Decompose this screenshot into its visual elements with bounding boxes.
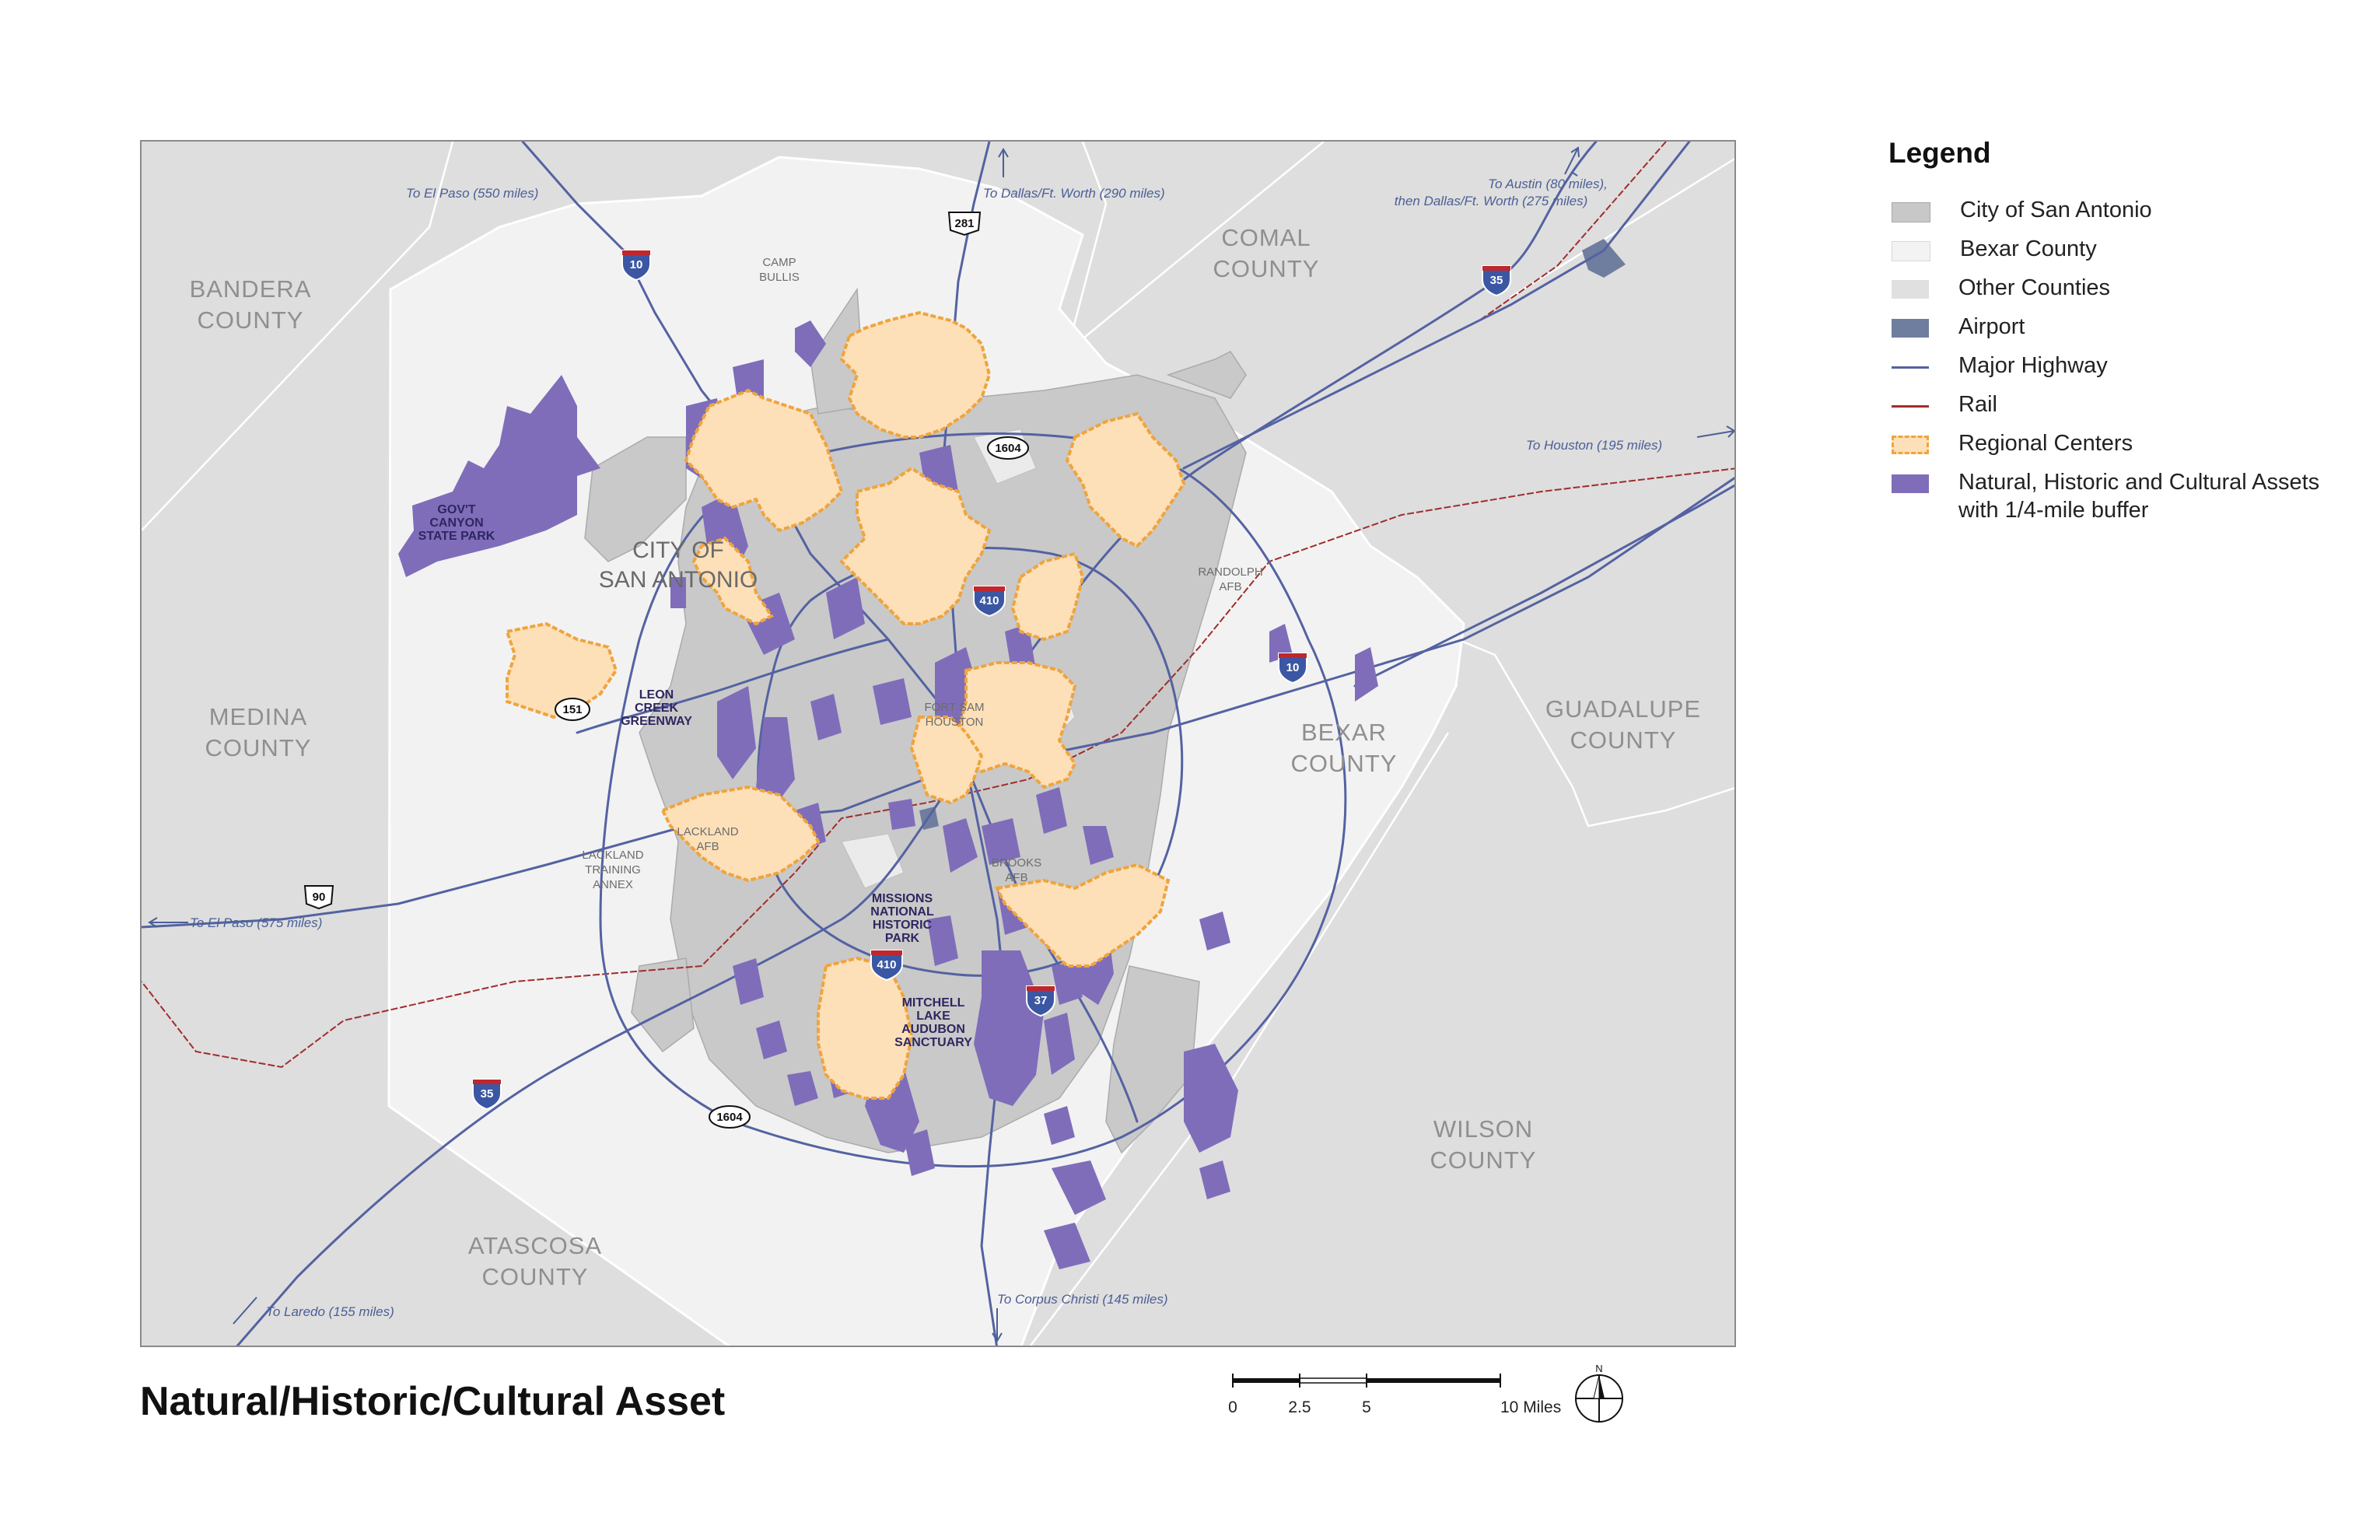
scale-tick-2-5: 2.5: [1288, 1398, 1311, 1416]
legend-label-assets-line1: Natural, Historic and Cultural Assets: [1958, 470, 2320, 495]
major-highways: [142, 142, 1734, 1346]
legend-item-airport: Airport: [1888, 313, 2371, 341]
map-frame[interactable]: BANDERA COUNTY MEDINA COUNTY COMAL COUNTY G…: [140, 140, 1736, 1347]
legend-item-other: Other Counties: [1888, 274, 2371, 302]
svg-text:37: 37: [1034, 994, 1048, 1007]
map-title: Natural/Historic/Cultural Asset: [140, 1379, 726, 1424]
bexar-swatch: [1892, 241, 1930, 261]
scale-tick-0: 0: [1228, 1398, 1237, 1416]
regional-centers: [505, 310, 1186, 1100]
legend-label-other: Other Counties: [1958, 275, 2111, 300]
to-austin-label-2: then Dallas/Ft. Worth (275 miles): [1395, 194, 1587, 208]
legend-label-airport: Airport: [1958, 314, 2025, 339]
highway-line-icon: [1892, 358, 1929, 376]
to-dallas-label: To Dallas/Ft. Worth (290 miles): [983, 186, 1165, 201]
to-houston-label: To Houston (195 miles): [1526, 438, 1662, 453]
svg-text:410: 410: [979, 594, 999, 607]
svg-text:1604: 1604: [995, 442, 1021, 455]
atascosa-county-label: ATASCOSA COUNTY: [468, 1232, 602, 1290]
legend-label-bexar: Bexar County: [1960, 236, 2097, 261]
regional-centers-swatch: [1892, 436, 1929, 454]
i410-north-shield: 410: [973, 586, 1006, 618]
sh151-shield: 151: [555, 698, 590, 721]
airport-swatch: [1892, 319, 1929, 338]
to-corpus-christi-label: To Corpus Christi (145 miles): [997, 1292, 1168, 1307]
direction-arrows: [148, 146, 1734, 1342]
guadalupe-county-label: GUADALUPE COUNTY: [1545, 695, 1701, 754]
govt-canyon-label: GOV'T CANYON STATE PARK: [418, 503, 495, 543]
fort-sam-houston-label: FORT SAM HOUSTON: [925, 701, 985, 729]
svg-text:281: 281: [954, 217, 974, 230]
missions-label: MISSIONS NATIONAL HISTORIC PARK: [870, 892, 934, 945]
legend-item-regional: Regional Centers: [1888, 429, 2371, 457]
to-laredo-label: To Laredo (155 miles): [266, 1304, 394, 1319]
legend-item-highway: Major Highway: [1888, 352, 2371, 380]
govt-canyon-asset: [398, 375, 600, 577]
svg-text:410: 410: [877, 958, 896, 971]
to-el-paso-north-label: To El Paso (550 miles): [406, 186, 538, 201]
city-of-san-antonio-label: CITY OF SAN ANTONIO: [599, 537, 758, 593]
legend-item-city: City of San Antonio: [1888, 196, 2371, 224]
scale-tick-5: 5: [1362, 1398, 1371, 1416]
scale-bar-graphic: [1232, 1374, 1501, 1388]
camp-bullis-label: CAMP BULLIS: [759, 256, 800, 284]
svg-text:151: 151: [562, 703, 582, 716]
route-markers: 281 90 1604 1604 151: [303, 212, 1029, 1129]
map-canvas: BANDERA COUNTY MEDINA COUNTY COMAL COUNTY G…: [142, 142, 1734, 1346]
i37-shield: 37: [1026, 985, 1055, 1017]
bexar-county-label: BEXAR COUNTY: [1291, 719, 1398, 777]
randolph-afb-label: RANDOLPH AFB: [1198, 565, 1262, 593]
svg-text:35: 35: [481, 1087, 494, 1101]
legend-label-assets: Natural, Historic and Cultural Assets wi…: [1958, 468, 2319, 524]
svg-text:10: 10: [630, 258, 643, 271]
leon-creek-asset: [717, 686, 756, 779]
i10-north-shield: 10: [621, 250, 651, 282]
leon-creek-label: LEON CREEK GREENWAY: [621, 688, 692, 728]
scale-tick-10: 10 Miles: [1500, 1398, 1562, 1416]
i35-south-shield: 35: [472, 1079, 502, 1111]
assets-swatch: [1892, 474, 1929, 493]
loop1604-south-shield: 1604: [709, 1105, 751, 1129]
legend-label-city: City of San Antonio: [1960, 198, 2152, 222]
i35-north-shield: 35: [1482, 265, 1511, 297]
scale-bar: 0 2.5 5 10 Miles: [1225, 1367, 1591, 1430]
legend-label-highway: Major Highway: [1958, 353, 2108, 378]
legend-item-rail: Rail: [1888, 390, 2371, 418]
north-label: N: [1595, 1363, 1602, 1374]
other-counties-swatch: [1892, 280, 1929, 299]
legend-label-regional: Regional Centers: [1958, 431, 2133, 456]
legend-item-assets: Natural, Historic and Cultural Assets wi…: [1888, 468, 2371, 524]
medina-county-label: MEDINA COUNTY: [205, 703, 312, 761]
wilson-county-label: WILSON COUNTY: [1430, 1115, 1537, 1174]
legend-title: Legend: [1888, 137, 1991, 169]
legend-label-assets-line2: with 1/4-mile buffer: [1958, 498, 2149, 523]
interstate-shields: 10 35 10 410 410: [472, 250, 1511, 1111]
rail-line-icon: [1892, 397, 1929, 415]
legend-label-rail: Rail: [1958, 392, 1997, 417]
svg-text:90: 90: [313, 891, 326, 904]
brooks-afb-label: BROOKS AFB: [992, 856, 1041, 884]
to-austin-label-1: To Austin (80 miles),: [1488, 177, 1608, 191]
comal-county-label: COMAL COUNTY: [1213, 224, 1320, 282]
us90-shield: 90: [303, 885, 334, 910]
i10-east-shield: 10: [1278, 653, 1307, 684]
city-swatch: [1892, 202, 1930, 222]
north-arrow-graphic: N: [1575, 1363, 1623, 1423]
legend-item-bexar: Bexar County: [1888, 235, 2371, 263]
svg-text:10: 10: [1286, 661, 1300, 674]
legend: Legend City of San Antonio Bexar County …: [1888, 137, 2371, 535]
loop1604-north-shield: 1604: [987, 436, 1029, 460]
us281-shield: 281: [947, 212, 982, 236]
svg-text:35: 35: [1490, 274, 1503, 287]
to-el-paso-west-label: To El Paso (575 miles): [190, 915, 322, 930]
lackland-afb-label: LACKLAND AFB: [677, 825, 738, 853]
i410-south-shield: 410: [870, 950, 903, 982]
lackland-training-annex-label: LACKLAND TRAINING ANNEX: [582, 849, 643, 891]
mitchell-lake-label: MITCHELL LAKE AUDUBON SANCTUARY: [894, 996, 972, 1049]
north-arrow-icon: N: [1573, 1363, 1625, 1425]
bandera-county-label: BANDERA COUNTY: [190, 275, 312, 334]
svg-text:1604: 1604: [716, 1111, 743, 1124]
